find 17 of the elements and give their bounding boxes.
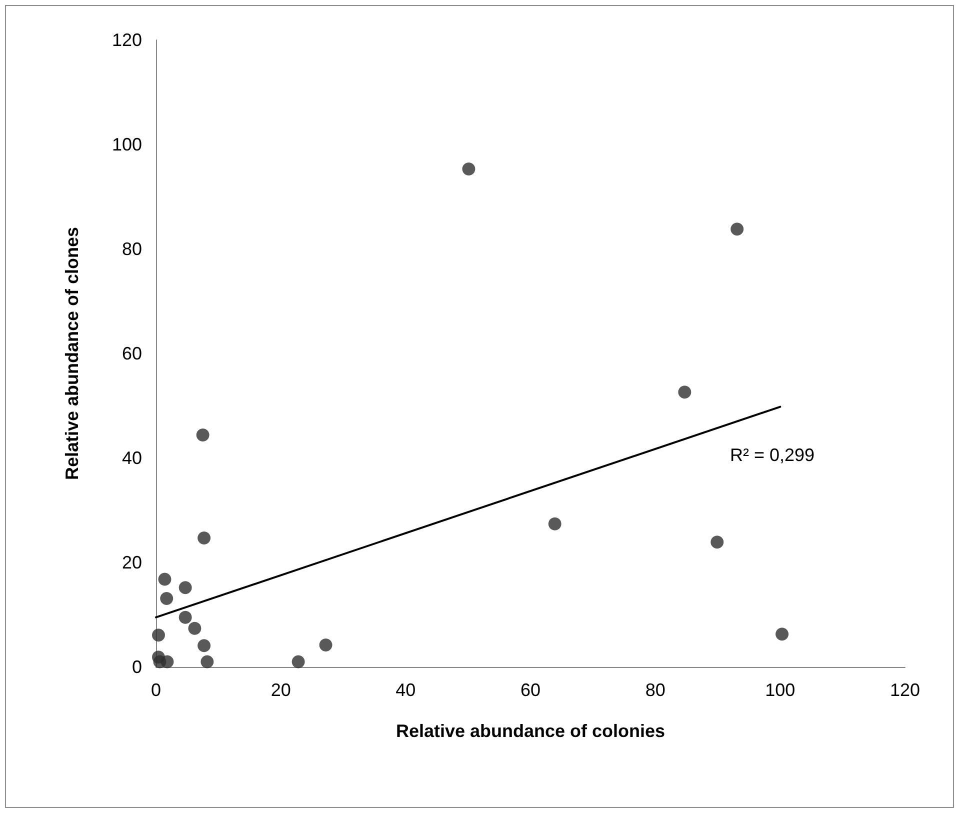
y-tick-label: 120 <box>112 30 142 50</box>
y-tick-label: 20 <box>122 552 142 572</box>
y-tick-label: 60 <box>122 344 142 364</box>
annotation: R² = 0,299 <box>730 445 815 465</box>
y-tick-label: 40 <box>122 448 142 468</box>
x-tick-label: 120 <box>890 680 920 700</box>
y-tick-label: 0 <box>132 657 142 677</box>
x-tick-label: 0 <box>150 680 162 700</box>
x-tick-label: 100 <box>765 680 796 700</box>
y-tick-label: 80 <box>122 239 142 259</box>
y-axis-title: Relative abundance of clones <box>62 226 82 480</box>
x-tick-label: 40 <box>396 680 416 700</box>
x-tick-label: 60 <box>520 680 541 700</box>
y-tick-label: 100 <box>112 134 142 154</box>
x-tick-label: 20 <box>270 680 291 700</box>
x-axis-title: Relative abundance of colonies <box>396 721 666 741</box>
x-tick-label: 80 <box>645 680 666 700</box>
